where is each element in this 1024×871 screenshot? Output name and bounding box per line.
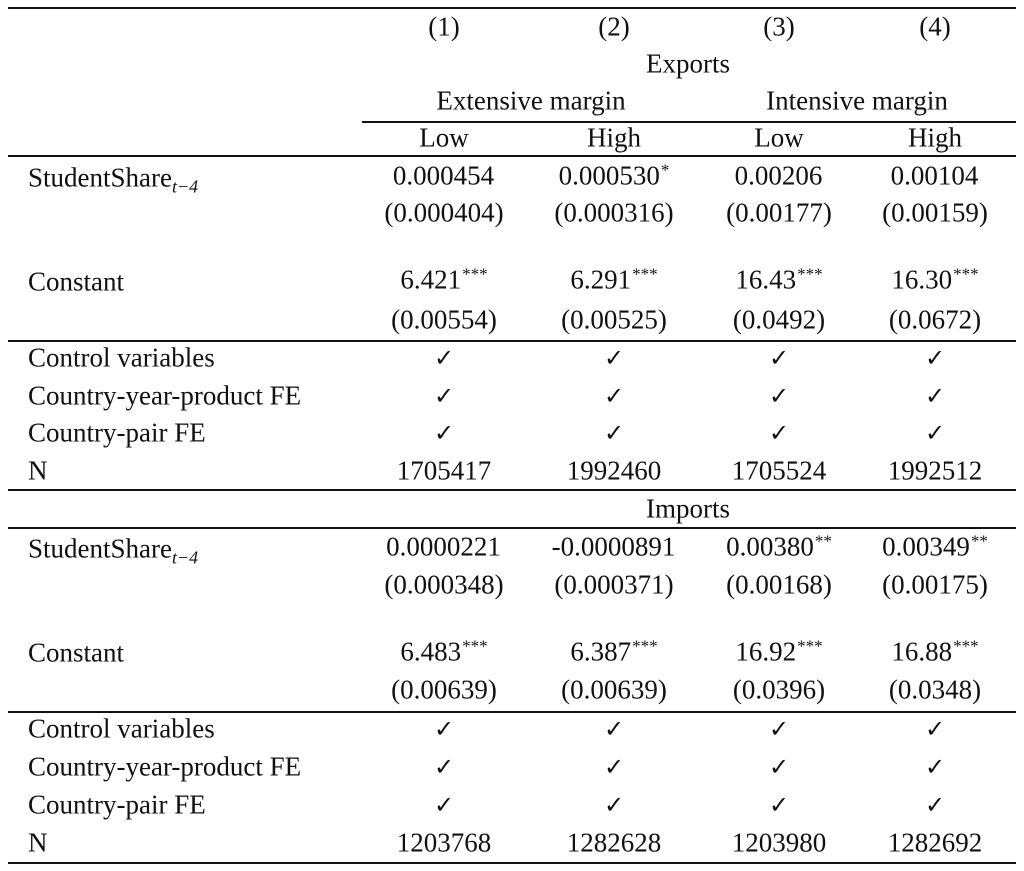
column-number: (1) <box>428 11 460 42</box>
row-label-country-pair-fe: Country-pair FE <box>28 417 206 448</box>
se-cell: (0.0672) <box>888 304 982 335</box>
check-icon: ✓ <box>603 753 625 781</box>
exports-controls-rule <box>8 340 1016 342</box>
n-cell: 1282692 <box>887 827 983 858</box>
check-icon: ✓ <box>768 344 790 372</box>
se-cell: (0.00554) <box>391 304 497 335</box>
se-cell: (0.0396) <box>732 674 826 705</box>
coef-cell: 0.00380** <box>726 531 832 562</box>
exports-bottom-rule <box>8 489 1016 491</box>
level-header: High <box>908 122 962 153</box>
se-cell: (0.00159) <box>882 197 988 228</box>
column-number: (4) <box>919 11 951 42</box>
check-icon: ✓ <box>433 382 455 410</box>
coef-cell: 16.92*** <box>735 636 823 667</box>
row-label-constant: Constant <box>28 637 125 668</box>
top-rule <box>8 7 1016 9</box>
check-icon: ✓ <box>924 715 946 743</box>
n-cell: 1992460 <box>566 455 662 486</box>
subgroup-rule <box>362 121 1016 123</box>
level-header: High <box>587 122 641 153</box>
check-icon: ✓ <box>603 419 625 447</box>
header-bottom-rule <box>8 155 1016 157</box>
se-cell: (0.00639) <box>561 674 667 705</box>
coef-cell: 6.483*** <box>400 636 488 667</box>
check-icon: ✓ <box>603 344 625 372</box>
row-label-student-share: StudentSharet−4 <box>28 162 199 197</box>
coef-cell: 0.000530* <box>558 160 670 191</box>
se-cell: (0.00175) <box>882 569 988 600</box>
check-icon: ✓ <box>924 344 946 372</box>
check-icon: ✓ <box>433 791 455 819</box>
row-label-country-year-product-fe: Country-year-product FE <box>28 751 302 782</box>
check-icon: ✓ <box>603 791 625 819</box>
check-icon: ✓ <box>603 715 625 743</box>
imports-controls-rule <box>8 711 1016 713</box>
check-icon: ✓ <box>768 753 790 781</box>
se-cell: (0.000316) <box>554 197 674 228</box>
se-cell: (0.00177) <box>726 197 832 228</box>
imports-header: Imports <box>646 493 730 524</box>
coef-cell: 6.291*** <box>570 264 658 295</box>
check-icon: ✓ <box>768 419 790 447</box>
imports-title-rule <box>8 527 1016 529</box>
coef-cell: -0.0000891 <box>551 531 676 562</box>
coef-cell: 16.30*** <box>891 264 979 295</box>
se-cell: (0.0492) <box>732 304 826 335</box>
check-icon: ✓ <box>768 382 790 410</box>
coef-cell: 0.000454 <box>392 160 495 191</box>
coef-cell: 6.387*** <box>570 636 658 667</box>
n-cell: 1705524 <box>731 455 827 486</box>
intensive-margin-header: Intensive margin <box>766 85 948 116</box>
check-icon: ✓ <box>924 382 946 410</box>
check-icon: ✓ <box>924 753 946 781</box>
n-cell: 1203768 <box>396 827 492 858</box>
check-icon: ✓ <box>433 753 455 781</box>
coef-cell: 0.00104 <box>890 160 979 191</box>
check-icon: ✓ <box>433 715 455 743</box>
row-label-n: N <box>28 827 48 858</box>
row-label-control-variables: Control variables <box>28 342 215 373</box>
check-icon: ✓ <box>768 791 790 819</box>
row-label-n: N <box>28 455 48 486</box>
row-label-country-year-product-fe: Country-year-product FE <box>28 380 302 411</box>
bottom-rule <box>8 862 1016 864</box>
coef-cell: 0.00206 <box>734 160 823 191</box>
row-label-constant: Constant <box>28 266 125 297</box>
column-number: (2) <box>598 11 630 42</box>
check-icon: ✓ <box>603 382 625 410</box>
n-cell: 1705417 <box>396 455 492 486</box>
check-icon: ✓ <box>768 715 790 743</box>
row-label-country-pair-fe: Country-pair FE <box>28 789 206 820</box>
n-cell: 1203980 <box>731 827 827 858</box>
coef-cell: 6.421*** <box>400 264 488 295</box>
se-cell: (0.000404) <box>384 197 504 228</box>
se-cell: (0.00525) <box>561 304 667 335</box>
row-label-control-variables: Control variables <box>28 713 215 744</box>
se-cell: (0.00639) <box>391 674 497 705</box>
exports-header: Exports <box>646 48 730 79</box>
column-number: (3) <box>763 11 795 42</box>
se-cell: (0.00168) <box>726 569 832 600</box>
check-icon: ✓ <box>433 344 455 372</box>
coef-cell: 16.88*** <box>891 636 979 667</box>
coef-cell: 0.00349** <box>882 531 988 562</box>
n-cell: 1282628 <box>566 827 662 858</box>
se-cell: (0.0348) <box>888 674 982 705</box>
row-label-student-share: StudentSharet−4 <box>28 533 199 568</box>
se-cell: (0.000348) <box>384 569 504 600</box>
extensive-margin-header: Extensive margin <box>436 85 626 116</box>
coef-cell: 0.0000221 <box>386 531 501 562</box>
coef-cell: 16.43*** <box>735 264 823 295</box>
check-icon: ✓ <box>433 419 455 447</box>
level-header: Low <box>419 122 469 153</box>
check-icon: ✓ <box>924 791 946 819</box>
level-header: Low <box>754 122 804 153</box>
check-icon: ✓ <box>924 419 946 447</box>
se-cell: (0.000371) <box>554 569 674 600</box>
n-cell: 1992512 <box>887 455 983 486</box>
